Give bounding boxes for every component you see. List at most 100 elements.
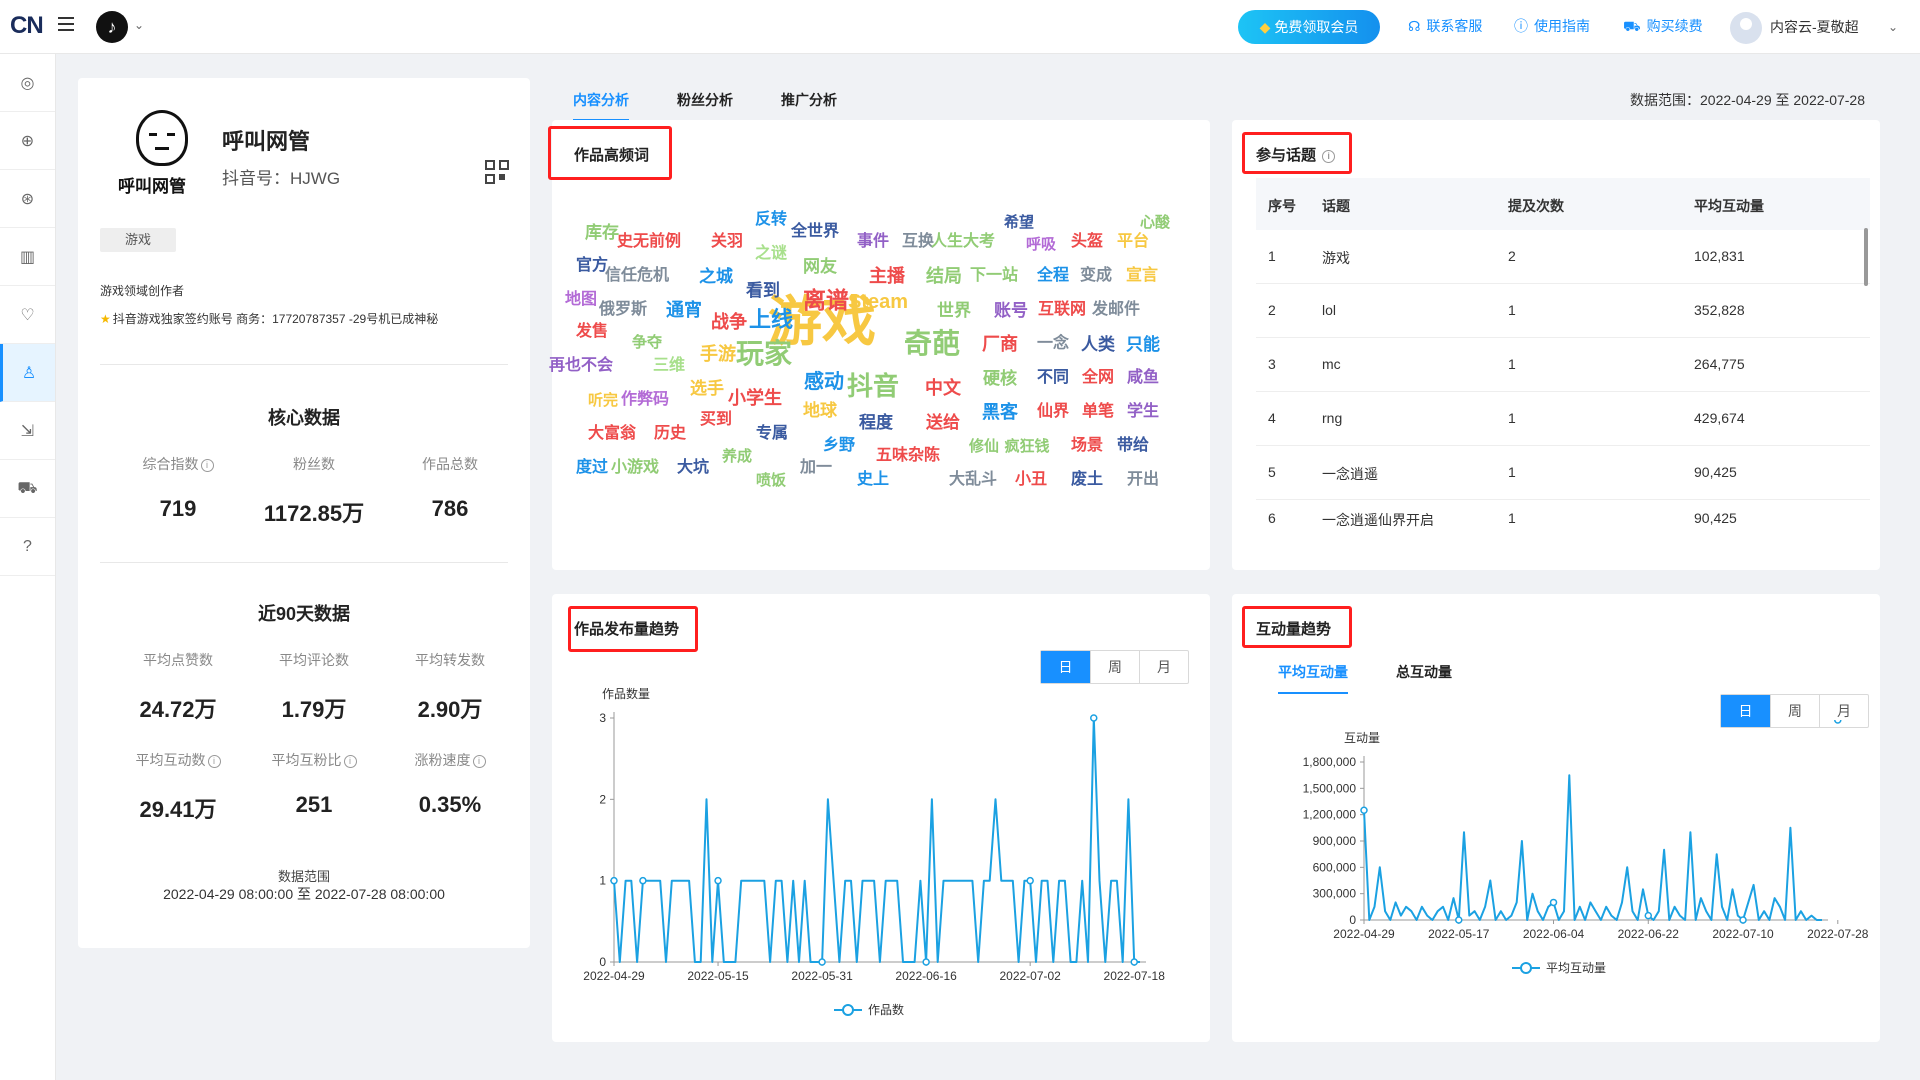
cloud-word[interactable]: 抖音 [846,371,900,401]
sidebar-item-4[interactable]: ▥ [0,228,55,286]
cloud-word[interactable]: 反转 [754,211,788,228]
info-icon[interactable]: i [200,458,214,472]
cloud-word[interactable]: 大乱斗 [948,471,998,488]
cloud-word[interactable]: 五味杂陈 [875,447,941,464]
data-point[interactable] [714,876,722,885]
free-vip-button[interactable]: ◆ 免费领取会员 [1238,10,1380,44]
contact-support-link[interactable]: ☊ 联系客服 [1408,16,1482,36]
cloud-word[interactable]: 下一站 [969,267,1019,284]
cloud-word[interactable]: 历史 [653,425,687,442]
qr-code-icon[interactable] [485,160,511,186]
cloud-word[interactable]: 发售 [575,323,609,340]
chevron-down-icon[interactable]: ⌄ [1888,20,1899,34]
cloud-word[interactable]: 黑客 [982,402,1018,422]
cloud-word[interactable]: 账号 [994,300,1028,320]
cloud-word[interactable]: 全世界 [790,223,840,240]
cloud-word[interactable]: 带给 [1116,437,1150,454]
cloud-word[interactable]: 再也不会 [548,357,614,374]
cloud-word[interactable]: 养成 [721,447,753,465]
data-point[interactable] [1834,720,1842,724]
cloud-word[interactable]: 人类 [1081,334,1115,354]
cloud-word[interactable]: 一念 [1036,335,1070,352]
cloud-word[interactable]: 看到 [746,280,780,300]
cloud-word[interactable]: 全程 [1036,267,1070,284]
cloud-word[interactable]: 信任危机 [604,267,670,284]
table-row[interactable]: 1 游戏 2 102,831 [1256,230,1870,284]
period-month-button[interactable]: 月 [1819,695,1868,727]
cloud-word[interactable]: 小学生 [728,388,782,408]
cloud-word[interactable]: 场景 [1070,437,1104,454]
table-row[interactable]: 2 lol 1 352,828 [1256,284,1870,338]
cloud-word[interactable]: 作弊码 [620,391,670,408]
sidebar-item-8[interactable]: ⛟ [0,460,55,518]
sidebar-item-3[interactable]: ⊛ [0,170,55,228]
data-point[interactable] [1644,911,1653,920]
legend-label[interactable]: 作品数 [868,1002,904,1017]
info-icon[interactable]: i [207,754,221,768]
cloud-word[interactable]: 喷饭 [755,471,787,489]
cloud-word[interactable]: 发邮件 [1091,301,1141,318]
cloud-word[interactable]: 硬核 [983,368,1017,388]
cloud-word[interactable]: 网友 [803,256,837,276]
sidebar-item-2[interactable]: ⊕ [0,112,55,170]
cloud-word[interactable]: 心酸 [1139,213,1171,231]
cloud-word[interactable]: 开出 [1126,471,1160,488]
period-day-button[interactable]: 日 [1721,695,1770,727]
cloud-word[interactable]: 咸鱼 [1126,369,1160,386]
tab-promotion-analysis[interactable]: 推广分析 [781,92,837,108]
data-point[interactable] [1026,876,1034,885]
chevron-down-icon[interactable]: ⌄ [134,18,145,32]
cloud-word[interactable]: 学生 [1126,403,1160,420]
cloud-word[interactable]: Steam [847,291,909,313]
cloud-word[interactable]: 变成 [1079,267,1113,284]
cloud-word[interactable]: 专属 [755,425,789,442]
cloud-word[interactable]: 三维 [652,357,686,374]
cloud-word[interactable]: 疯狂钱 [1004,437,1050,455]
cloud-word[interactable]: 听完 [587,391,619,409]
data-point[interactable] [1090,714,1098,722]
cloud-word[interactable]: 乡野 [822,437,856,454]
cloud-word[interactable]: 感动 [804,371,844,393]
table-row[interactable]: 3 mc 1 264,775 [1256,338,1870,392]
menu-icon[interactable] [58,17,74,31]
cloud-word[interactable]: 大坑 [676,459,710,476]
cloud-word[interactable]: 买到 [699,411,733,428]
user-menu[interactable]: 内容云-夏敬超 [1730,11,1859,45]
cloud-word[interactable]: 库存 [585,222,619,242]
series-line[interactable] [1363,774,1822,921]
legend-label[interactable]: 平均互动量 [1546,961,1606,975]
cloud-word[interactable]: 仙界 [1036,403,1070,420]
series-line[interactable] [613,717,1140,963]
cloud-word[interactable]: 全网 [1081,369,1115,386]
cloud-word[interactable]: 争夺 [631,333,663,351]
buy-renew-link[interactable]: ⛟ 购买续费 [1623,16,1703,37]
period-day-button[interactable]: 日 [1041,651,1090,683]
table-row[interactable]: 6 一念逍遥仙界开启 1 90,425 [1256,500,1870,528]
cloud-word[interactable]: 战争 [711,312,747,332]
cloud-word[interactable]: 世界 [937,300,971,320]
data-point[interactable] [1549,898,1558,907]
cloud-word[interactable]: 玩家 [735,338,793,369]
period-week-button[interactable]: 周 [1770,695,1819,727]
cloud-word[interactable]: 之城 [699,266,733,286]
tab-fan-analysis[interactable]: 粉丝分析 [677,92,733,108]
user-guide-link[interactable]: ⓘ 使用指南 [1514,16,1590,36]
cloud-word[interactable]: 单笔 [1081,403,1115,420]
data-point[interactable] [1130,958,1138,966]
cloud-word[interactable]: 度过 [575,459,609,476]
cloud-word[interactable]: 呼吸 [1025,235,1057,253]
cloud-word[interactable]: 关羽 [710,233,744,250]
sidebar-item-6[interactable]: ♙ [0,344,55,402]
data-point[interactable] [1360,806,1368,815]
sidebar-item-7[interactable]: ⇲ [0,402,55,460]
cloud-word[interactable]: 上线 [748,307,794,332]
app-logo[interactable]: CN [10,12,44,39]
tab-avg-interaction[interactable]: 平均互动量 [1278,664,1348,694]
info-icon[interactable]: i [1322,149,1336,163]
cloud-word[interactable]: 只能 [1126,334,1160,354]
cloud-word[interactable]: 小丑 [1014,471,1048,488]
data-point[interactable] [1455,916,1463,924]
cloud-word[interactable]: 离谱 [803,286,849,313]
cloud-word[interactable]: 通宵 [666,300,702,320]
cloud-word[interactable]: 小游戏 [610,459,660,476]
